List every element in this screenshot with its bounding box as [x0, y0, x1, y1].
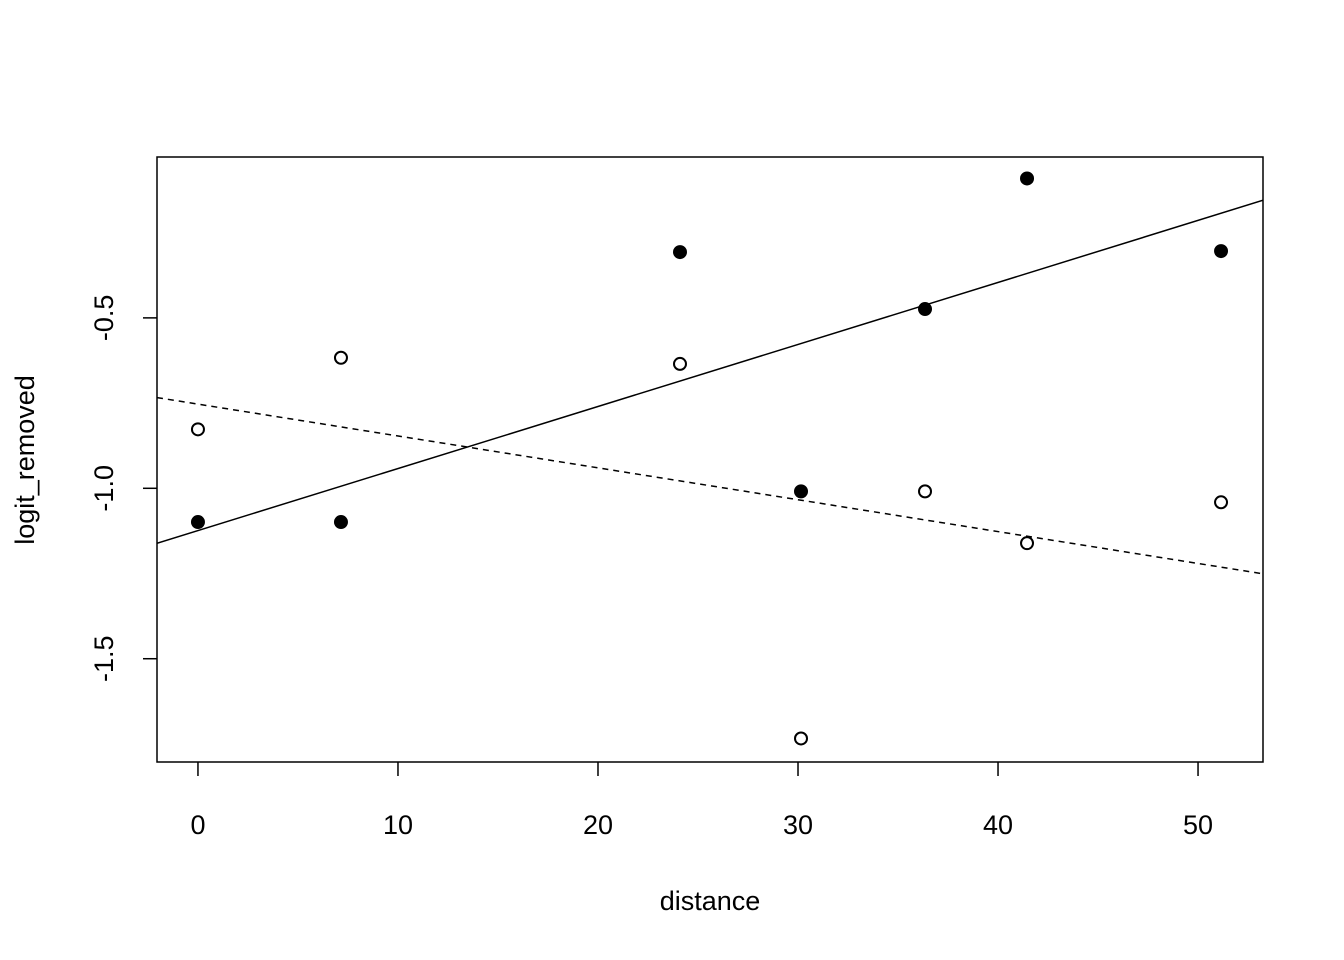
x-tick-label: 40: [983, 810, 1013, 840]
plot-box: [156, 156, 1264, 763]
point: [1020, 536, 1035, 551]
x-tick-label: 50: [1183, 810, 1213, 840]
x-tick-label: 20: [583, 810, 613, 840]
point: [1214, 495, 1229, 510]
x-tick-label: 30: [783, 810, 813, 840]
x-tick-label: 0: [190, 810, 205, 840]
point: [918, 302, 933, 317]
fit-line: [157, 396, 1263, 575]
x-axis-label: distance: [660, 886, 761, 916]
y-tick-label: -1.5: [89, 635, 119, 682]
point: [794, 484, 809, 499]
point: [333, 350, 348, 365]
y-axis-label: logit_removed: [10, 375, 40, 545]
point: [1214, 244, 1229, 259]
fit-line: [157, 199, 1263, 544]
point: [918, 484, 933, 499]
point: [333, 515, 348, 530]
y-tick-label: -0.5: [89, 295, 119, 342]
x-tick-label: 10: [383, 810, 413, 840]
y-tick-label: -1.0: [89, 465, 119, 512]
point: [672, 356, 687, 371]
point: [190, 422, 205, 437]
point: [794, 731, 809, 746]
point: [1020, 171, 1035, 186]
point: [190, 515, 205, 530]
point: [672, 245, 687, 260]
